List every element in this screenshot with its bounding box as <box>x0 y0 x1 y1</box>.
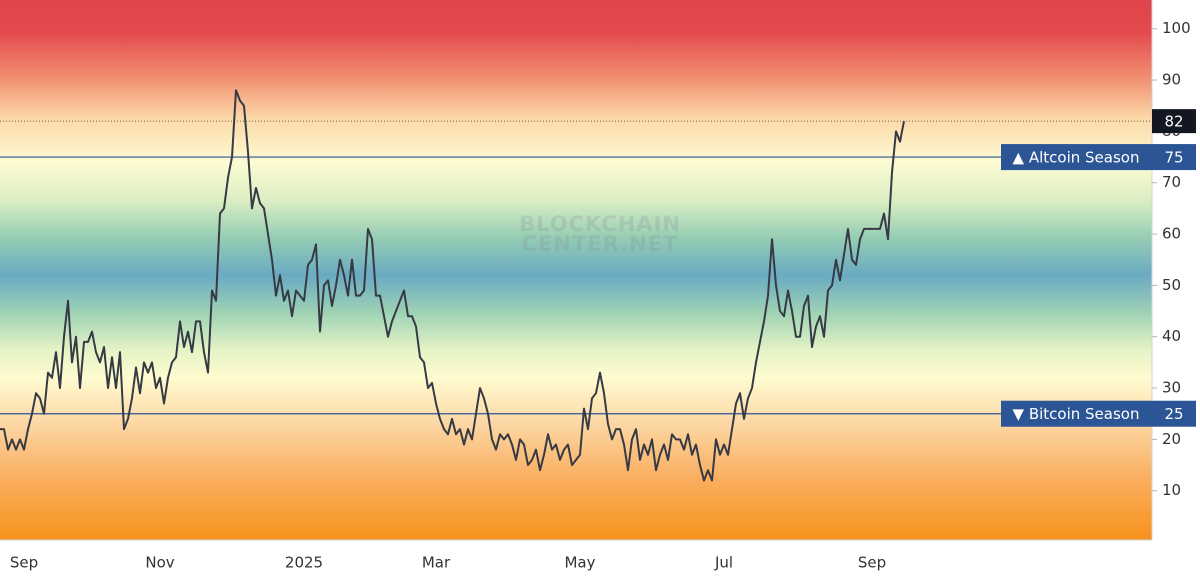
last-value-label: 82 <box>1164 113 1183 131</box>
y-tick-label: 100 <box>1162 19 1191 37</box>
reference-badge <box>1001 144 1152 171</box>
reference-label: ▲ Altcoin Season <box>1013 149 1140 167</box>
x-tick-label: Mar <box>422 554 451 572</box>
y-tick-label: 50 <box>1162 276 1181 294</box>
reference-badge <box>1001 400 1152 427</box>
x-tick-label: Sep <box>858 554 886 572</box>
x-tick-label: Sep <box>10 554 38 572</box>
y-tick-label: 20 <box>1162 430 1181 448</box>
series-line <box>0 89 905 482</box>
y-tick-label: 90 <box>1162 71 1181 89</box>
x-tick-label: May <box>564 554 595 572</box>
reference-label: ▼ Bitcoin Season <box>1013 405 1140 423</box>
last-value-badge <box>1152 109 1196 134</box>
y-tick-label: 70 <box>1162 173 1181 191</box>
watermark-text: CENTER.NET <box>522 232 679 256</box>
y-tick-label: 60 <box>1162 225 1181 243</box>
reference-value-badge <box>1152 400 1196 427</box>
x-tick-label: Jul <box>714 554 733 572</box>
x-tick-label: Nov <box>145 554 174 572</box>
y-tick-label: 30 <box>1162 379 1181 397</box>
watermark-text: BLOCKCHAIN <box>519 212 681 236</box>
y-tick-label: 40 <box>1162 327 1181 345</box>
y-tick-label: 10 <box>1162 481 1181 499</box>
plot-background <box>0 0 1152 540</box>
x-tick-label: 2025 <box>285 554 323 572</box>
reference-value: 25 <box>1164 405 1183 423</box>
reference-value: 75 <box>1164 149 1183 167</box>
reference-value-badge <box>1152 144 1196 171</box>
